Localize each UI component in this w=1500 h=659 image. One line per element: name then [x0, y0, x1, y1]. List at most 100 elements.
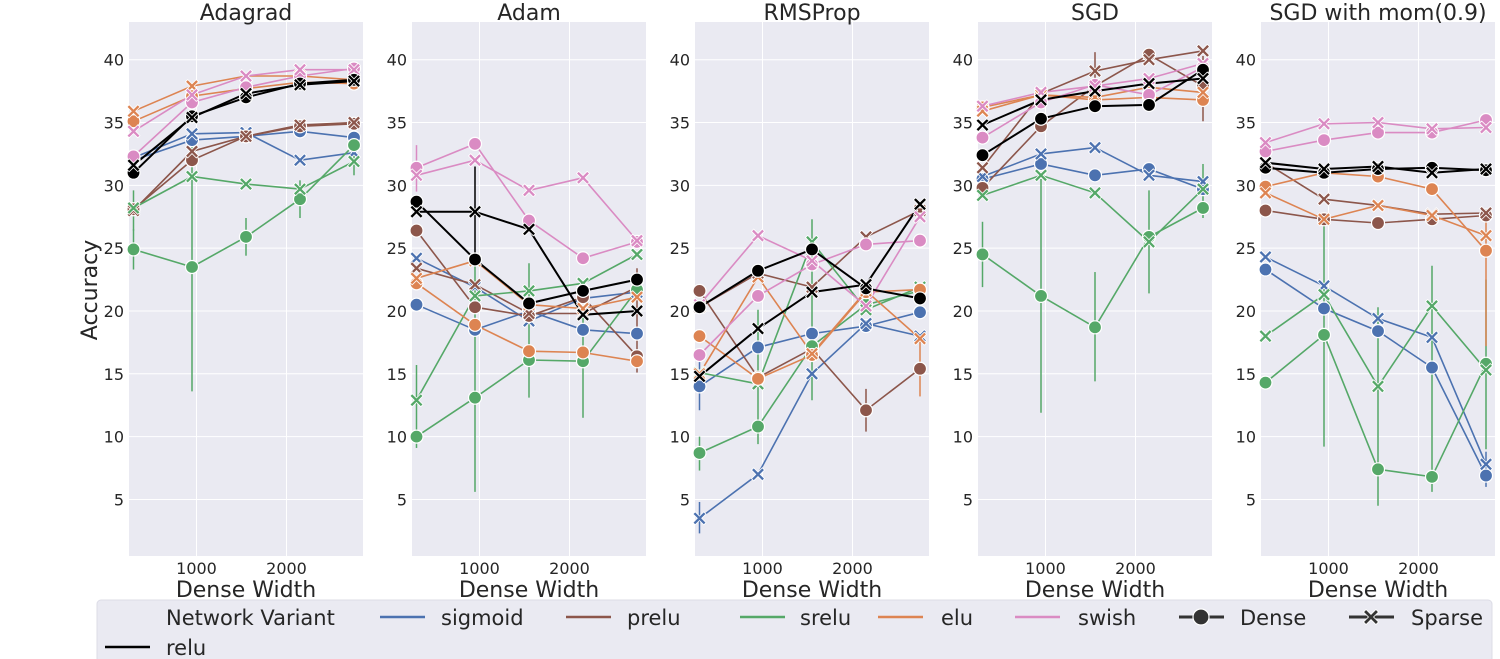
point-relu-dense: [629, 272, 645, 287]
point-sigmoid-sparse: [1258, 249, 1273, 265]
point-relu-sparse: [575, 307, 591, 322]
point-srelu-sparse: [521, 283, 537, 298]
point-prelu-sparse: [409, 261, 424, 276]
point-relu-sparse: [1258, 155, 1273, 170]
y-tick-label: 35: [1236, 114, 1256, 133]
point-swish-dense: [467, 136, 483, 151]
point-elu-sparse: [804, 346, 820, 361]
point-srelu-sparse: [1316, 287, 1332, 302]
point-sigmoid-sparse: [1370, 311, 1386, 326]
y-tick-label: 5: [963, 490, 973, 509]
point-srelu-sparse: [975, 188, 990, 203]
y-tick-label: 25: [670, 239, 690, 258]
point-swish-sparse: [575, 170, 591, 185]
y-tick-label: 30: [104, 176, 124, 195]
point-srelu-dense: [467, 390, 483, 405]
point-elu-sparse: [1370, 198, 1386, 213]
x-tick-label: 1000: [1308, 559, 1349, 578]
point-sigmoid-sparse: [1141, 168, 1157, 183]
y-tick-label: 30: [387, 176, 407, 195]
y-tick-label: 20: [670, 302, 690, 321]
point-srelu-dense: [409, 429, 424, 444]
legend-entry-relu: relu: [105, 636, 206, 659]
point-prelu-sparse: [1195, 43, 1211, 58]
panels: 5 10 15 20 25 30 35 40 1000 2000 Adagrad Dense Widt…: [104, 1, 1495, 603]
point-sigmoid-dense: [1087, 168, 1103, 183]
point-elu-dense: [629, 354, 645, 369]
point-srelu-sparse: [346, 154, 362, 169]
point-sigmoid-dense: [1478, 468, 1494, 483]
point-relu-dense: [575, 283, 591, 298]
point-swish-sparse: [858, 298, 874, 314]
point-sigmoid-dense: [629, 326, 645, 341]
y-tick-label: 20: [1236, 302, 1256, 321]
y-tick-label: 35: [387, 114, 407, 133]
point-srelu-dense: [1087, 320, 1103, 335]
point-elu-sparse: [1258, 185, 1273, 200]
y-tick-label: 30: [670, 176, 690, 195]
x-tick-label: 2000: [1398, 559, 1439, 578]
point-sigmoid-sparse: [1424, 330, 1440, 345]
panel-adagrad: 5 10 15 20 25 30 35 40 1000 2000 Adagrad Dense Widt…: [104, 1, 363, 603]
point-elu-sparse: [912, 331, 928, 346]
point-prelu-sparse: [467, 277, 483, 292]
point-sigmoid-sparse: [1087, 140, 1103, 155]
x-axis-label: Dense Width: [176, 578, 316, 603]
point-swish-sparse: [1316, 116, 1332, 131]
point-sigmoid-dense: [1370, 323, 1386, 339]
y-tick-label: 15: [670, 365, 690, 384]
point-relu-sparse: [1316, 161, 1332, 177]
y-tick-label: 30: [1236, 176, 1256, 195]
point-srelu-sparse: [467, 288, 483, 303]
panel-title: SGD with mom(0.9): [1269, 1, 1486, 26]
point-swish-dense: [575, 251, 591, 266]
point-elu-sparse: [1316, 212, 1332, 227]
y-tick-label: 15: [387, 365, 407, 384]
point-swish-sparse: [804, 253, 820, 268]
point-relu-dense: [1087, 99, 1103, 114]
point-swish-dense: [1370, 125, 1386, 140]
panel-title: Adagrad: [200, 1, 293, 26]
point-relu-sparse: [750, 321, 766, 336]
point-relu-sparse: [1424, 165, 1440, 180]
point-srelu-dense: [1033, 288, 1049, 304]
point-relu-sparse: [184, 110, 200, 125]
point-swish-dense: [975, 130, 990, 145]
point-swish-dense: [1316, 133, 1332, 148]
point-relu-dense: [467, 252, 483, 267]
point-sigmoid-sparse: [409, 251, 424, 266]
point-relu-dense: [750, 263, 766, 278]
y-tick-label: 10: [953, 428, 973, 447]
point-sigmoid-dense: [1033, 156, 1049, 172]
point-srelu-sparse: [1033, 168, 1049, 183]
point-relu-sparse: [409, 204, 424, 219]
point-elu-sparse: [1424, 208, 1440, 223]
y-tick-label: 35: [953, 114, 973, 133]
x-tick-label: 1000: [459, 559, 500, 578]
y-axis-label: Accuracy: [78, 240, 103, 340]
point-srelu-dense: [346, 138, 362, 153]
point-prelu-sparse: [975, 160, 990, 175]
point-srelu-dense: [238, 229, 254, 244]
point-srelu-sparse: [1370, 379, 1386, 394]
legend-marker-x: [1362, 608, 1380, 626]
x-tick-label: 1000: [742, 559, 783, 578]
point-relu-sparse: [521, 222, 537, 237]
point-swish-sparse: [346, 62, 362, 77]
point-srelu-sparse: [629, 247, 645, 262]
y-tick-label: 10: [1236, 428, 1256, 447]
point-relu-sparse: [1478, 161, 1494, 177]
point-relu-sparse: [238, 86, 254, 101]
point-swish-sparse: [912, 209, 928, 224]
point-elu-dense: [1478, 243, 1494, 258]
point-sigmoid-sparse: [184, 126, 200, 141]
legend-entry-srelu: srelu: [740, 606, 851, 630]
point-prelu-sparse: [1316, 192, 1332, 207]
point-sigmoid-sparse: [692, 511, 707, 526]
legend-label: relu: [166, 636, 206, 659]
point-prelu-dense: [1258, 203, 1273, 218]
point-relu-sparse: [1087, 84, 1103, 99]
point-sigmoid-dense: [1316, 301, 1332, 316]
point-elu-dense: [1424, 182, 1440, 197]
point-srelu-dense: [692, 445, 707, 461]
